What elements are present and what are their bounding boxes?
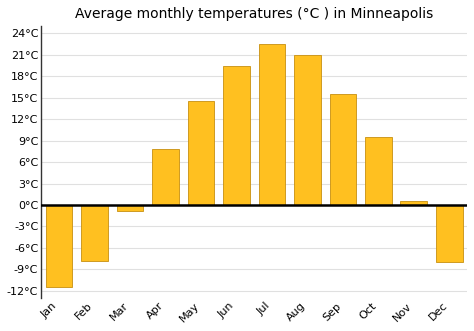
Bar — [81, 205, 108, 261]
Bar — [436, 205, 463, 262]
Bar — [117, 205, 143, 211]
Bar — [188, 101, 214, 205]
Bar — [365, 137, 392, 205]
Bar — [152, 149, 179, 205]
Title: Average monthly temperatures (°C ) in Minneapolis: Average monthly temperatures (°C ) in Mi… — [75, 7, 433, 21]
Bar — [401, 201, 427, 205]
Bar — [258, 44, 285, 205]
Bar — [329, 94, 356, 205]
Bar — [294, 55, 320, 205]
Bar — [46, 205, 72, 287]
Bar — [223, 66, 250, 205]
